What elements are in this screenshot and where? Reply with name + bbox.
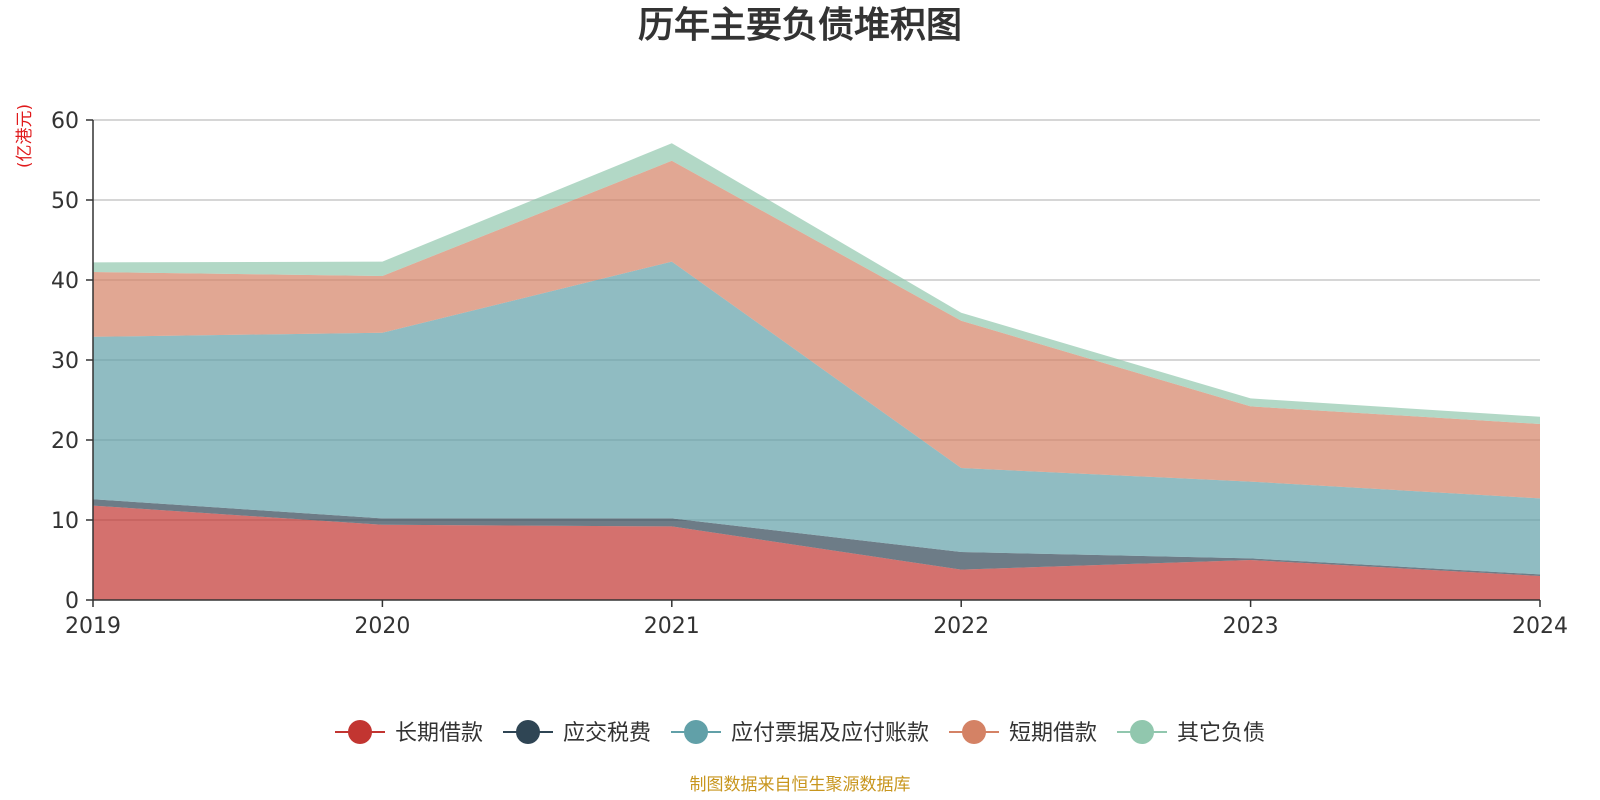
legend-marker-3 — [684, 720, 708, 744]
x-axis-ticks: 2019 2020 2021 2022 2023 2024 — [65, 600, 1568, 639]
y-tick-label-10: 10 — [51, 509, 79, 534]
x-tick-label-2019: 2019 — [65, 614, 121, 639]
y-tick-label-20: 20 — [51, 429, 79, 454]
legend-marker-5 — [1130, 720, 1154, 744]
legend-item-4: 短期借款 — [949, 720, 1097, 746]
legend-label-3: 应付票据及应付账款 — [731, 721, 929, 746]
legend-label-2: 应交税费 — [563, 721, 651, 746]
legend: 长期借款 应交税费 应付票据及应付账款 短期借款 其它负债 — [335, 720, 1265, 746]
legend-item-5: 其它负债 — [1117, 720, 1265, 746]
legend-label-5: 其它负债 — [1177, 721, 1265, 746]
x-tick-label-2021: 2021 — [644, 614, 700, 639]
x-tick-label-2023: 2023 — [1223, 614, 1279, 639]
x-tick-label-2022: 2022 — [933, 614, 989, 639]
y-axis-unit-label: (亿港元) — [15, 104, 35, 168]
legend-label-1: 长期借款 — [395, 721, 483, 746]
y-tick-label-50: 50 — [51, 189, 79, 214]
y-axis-ticks: 0 10 20 30 40 50 60 — [51, 109, 93, 614]
y-tick-label-60: 60 — [51, 109, 79, 134]
area-series — [93, 143, 1540, 600]
legend-marker-2 — [516, 720, 540, 744]
legend-marker-1 — [348, 720, 372, 744]
x-tick-label-2024: 2024 — [1512, 614, 1568, 639]
y-tick-label-30: 30 — [51, 349, 79, 374]
legend-item-3: 应付票据及应付账款 — [671, 720, 929, 746]
legend-item-2: 应交税费 — [503, 720, 651, 746]
legend-item-1: 长期借款 — [335, 720, 483, 746]
legend-label-4: 短期借款 — [1009, 721, 1097, 746]
chart-title: 历年主要负债堆积图 — [638, 5, 962, 46]
legend-marker-4 — [962, 720, 986, 744]
area-series-1 — [93, 505, 1540, 600]
area-series-3 — [93, 261, 1540, 575]
data-source-note: 制图数据来自恒生聚源数据库 — [690, 775, 911, 795]
x-tick-label-2020: 2020 — [354, 614, 410, 639]
y-tick-label-40: 40 — [51, 269, 79, 294]
y-tick-label-0: 0 — [65, 589, 79, 614]
area-series-4 — [93, 160, 1540, 499]
